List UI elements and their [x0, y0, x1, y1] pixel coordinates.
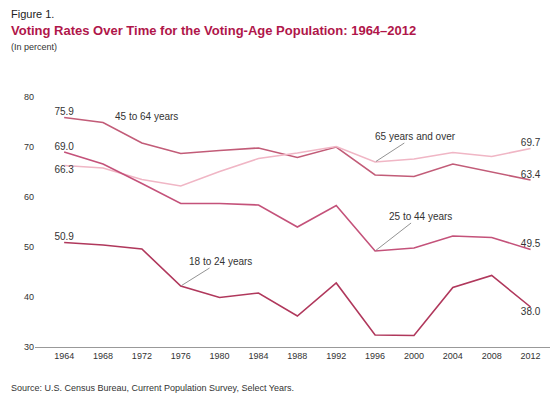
svg-text:1964: 1964 — [54, 351, 74, 361]
svg-text:Voting Rates Over Time for the: Voting Rates Over Time for the Voting-Ag… — [11, 23, 416, 38]
svg-text:18 to 24 years: 18 to 24 years — [189, 256, 252, 267]
svg-text:Source: U.S. Census Bureau, Cu: Source: U.S. Census Bureau, Current Popu… — [11, 383, 294, 393]
svg-text:2000: 2000 — [404, 351, 424, 361]
svg-text:2008: 2008 — [482, 351, 502, 361]
svg-text:1972: 1972 — [132, 351, 152, 361]
svg-text:40: 40 — [24, 292, 34, 302]
svg-text:80: 80 — [24, 92, 34, 102]
svg-text:1968: 1968 — [93, 351, 113, 361]
svg-text:1996: 1996 — [365, 351, 385, 361]
svg-text:2012: 2012 — [521, 351, 541, 361]
svg-text:38.0: 38.0 — [521, 306, 541, 317]
svg-text:75.9: 75.9 — [54, 106, 74, 117]
svg-text:1980: 1980 — [210, 351, 230, 361]
svg-text:(In percent): (In percent) — [11, 42, 57, 52]
svg-text:50: 50 — [24, 242, 34, 252]
svg-text:66.3: 66.3 — [54, 164, 74, 175]
svg-text:45 to 64 years: 45 to 64 years — [115, 111, 178, 122]
svg-text:1976: 1976 — [171, 351, 191, 361]
svg-text:1984: 1984 — [248, 351, 268, 361]
svg-text:69.7: 69.7 — [521, 137, 541, 148]
svg-text:30: 30 — [24, 342, 34, 352]
svg-text:63.4: 63.4 — [521, 169, 541, 180]
svg-text:60: 60 — [24, 192, 34, 202]
svg-text:1988: 1988 — [287, 351, 307, 361]
svg-text:49.5: 49.5 — [521, 238, 541, 249]
svg-text:50.9: 50.9 — [54, 231, 74, 242]
svg-text:69.0: 69.0 — [54, 141, 74, 152]
svg-text:65 years and over: 65 years and over — [375, 131, 456, 142]
svg-text:70: 70 — [24, 142, 34, 152]
svg-text:Figure 1.: Figure 1. — [11, 8, 54, 20]
svg-text:25 to 44 years: 25 to 44 years — [389, 211, 452, 222]
svg-text:2004: 2004 — [443, 351, 463, 361]
svg-text:1992: 1992 — [326, 351, 346, 361]
